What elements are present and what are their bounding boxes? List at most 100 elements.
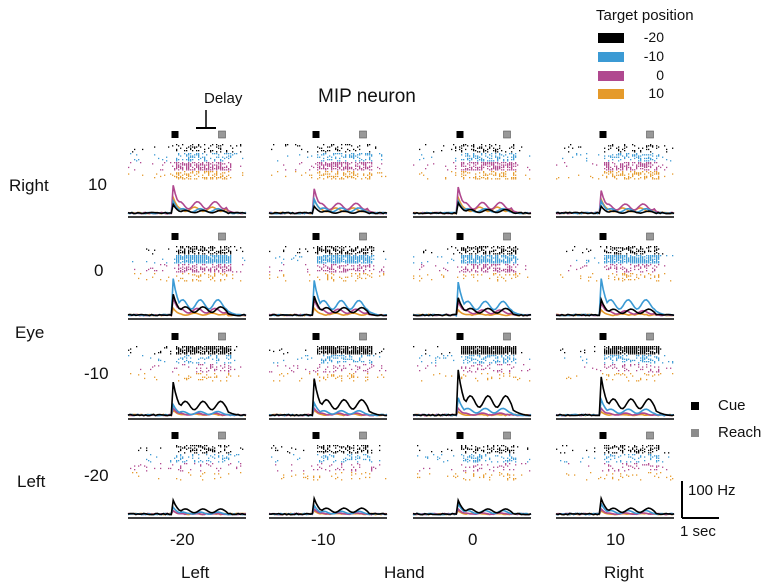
spike (178, 253, 180, 255)
spike (646, 347, 648, 349)
spike (214, 258, 216, 260)
spike (497, 255, 499, 257)
spike (222, 163, 224, 165)
spike (592, 273, 594, 275)
spike (230, 166, 232, 169)
spike (331, 268, 333, 271)
spike (610, 169, 612, 171)
spike (204, 165, 206, 167)
spike (620, 151, 622, 153)
spike (186, 448, 188, 450)
spike (357, 275, 359, 277)
spike (626, 350, 628, 353)
spike (624, 255, 626, 257)
spike (485, 164, 487, 166)
spike (351, 356, 353, 358)
spike (226, 178, 228, 180)
spike (317, 169, 319, 171)
spike (481, 164, 483, 166)
spike (654, 178, 656, 180)
spike (180, 172, 182, 174)
spike (204, 172, 206, 174)
spike (359, 367, 361, 369)
spike (206, 171, 208, 173)
spike (628, 275, 630, 277)
spike (503, 262, 505, 264)
spike (622, 349, 624, 351)
spike (634, 178, 636, 180)
spike (658, 262, 660, 264)
spike (499, 352, 501, 354)
spike (644, 361, 646, 363)
spike (283, 264, 285, 266)
spike (198, 255, 200, 257)
spike (493, 347, 495, 349)
spike (333, 249, 335, 251)
spike (513, 262, 515, 264)
spike (612, 346, 614, 348)
spike (275, 449, 277, 452)
spike (327, 362, 329, 364)
spike (487, 163, 489, 165)
spike (188, 247, 190, 249)
spike (325, 163, 327, 165)
spike (640, 350, 642, 353)
spike (329, 257, 331, 259)
spike (351, 265, 353, 267)
spike (642, 257, 644, 259)
spike (365, 352, 367, 354)
spike (200, 275, 202, 277)
spike (335, 148, 337, 151)
spike (305, 264, 307, 266)
spike (465, 352, 467, 354)
spike (331, 266, 333, 268)
spike (194, 258, 196, 260)
spike (624, 279, 626, 281)
raster-series (146, 246, 244, 255)
spike (608, 155, 610, 157)
spike (485, 357, 487, 359)
spike (515, 162, 517, 164)
spike (471, 274, 473, 276)
spike (210, 259, 212, 262)
spike (349, 451, 351, 453)
spike (477, 355, 479, 357)
spike (473, 162, 475, 164)
spike (228, 353, 230, 355)
spike (576, 153, 578, 155)
spike (363, 162, 365, 164)
spike (491, 256, 493, 258)
spike (323, 178, 325, 180)
spike (608, 257, 610, 259)
spike (335, 165, 337, 167)
spike (357, 163, 359, 165)
spike (371, 273, 373, 275)
spike (610, 353, 612, 355)
spike (283, 250, 285, 253)
spike (513, 247, 515, 249)
spike (347, 253, 349, 255)
spike (604, 147, 606, 149)
spike (363, 270, 365, 272)
spike (194, 154, 196, 156)
spike (483, 163, 485, 165)
spike (654, 262, 656, 264)
spike (648, 154, 650, 156)
spike (509, 373, 511, 375)
spike (216, 359, 218, 362)
spike (503, 359, 505, 362)
spike (497, 160, 499, 162)
raster-series (562, 153, 672, 162)
spike (487, 246, 489, 248)
spike (604, 257, 606, 259)
spike (606, 247, 608, 249)
spike (220, 247, 222, 249)
spike (148, 268, 150, 271)
spike (184, 164, 186, 166)
spike (612, 173, 614, 175)
spike (351, 358, 353, 360)
spike (626, 274, 628, 276)
spike (465, 174, 467, 176)
spike (323, 362, 325, 364)
spike (656, 246, 658, 248)
